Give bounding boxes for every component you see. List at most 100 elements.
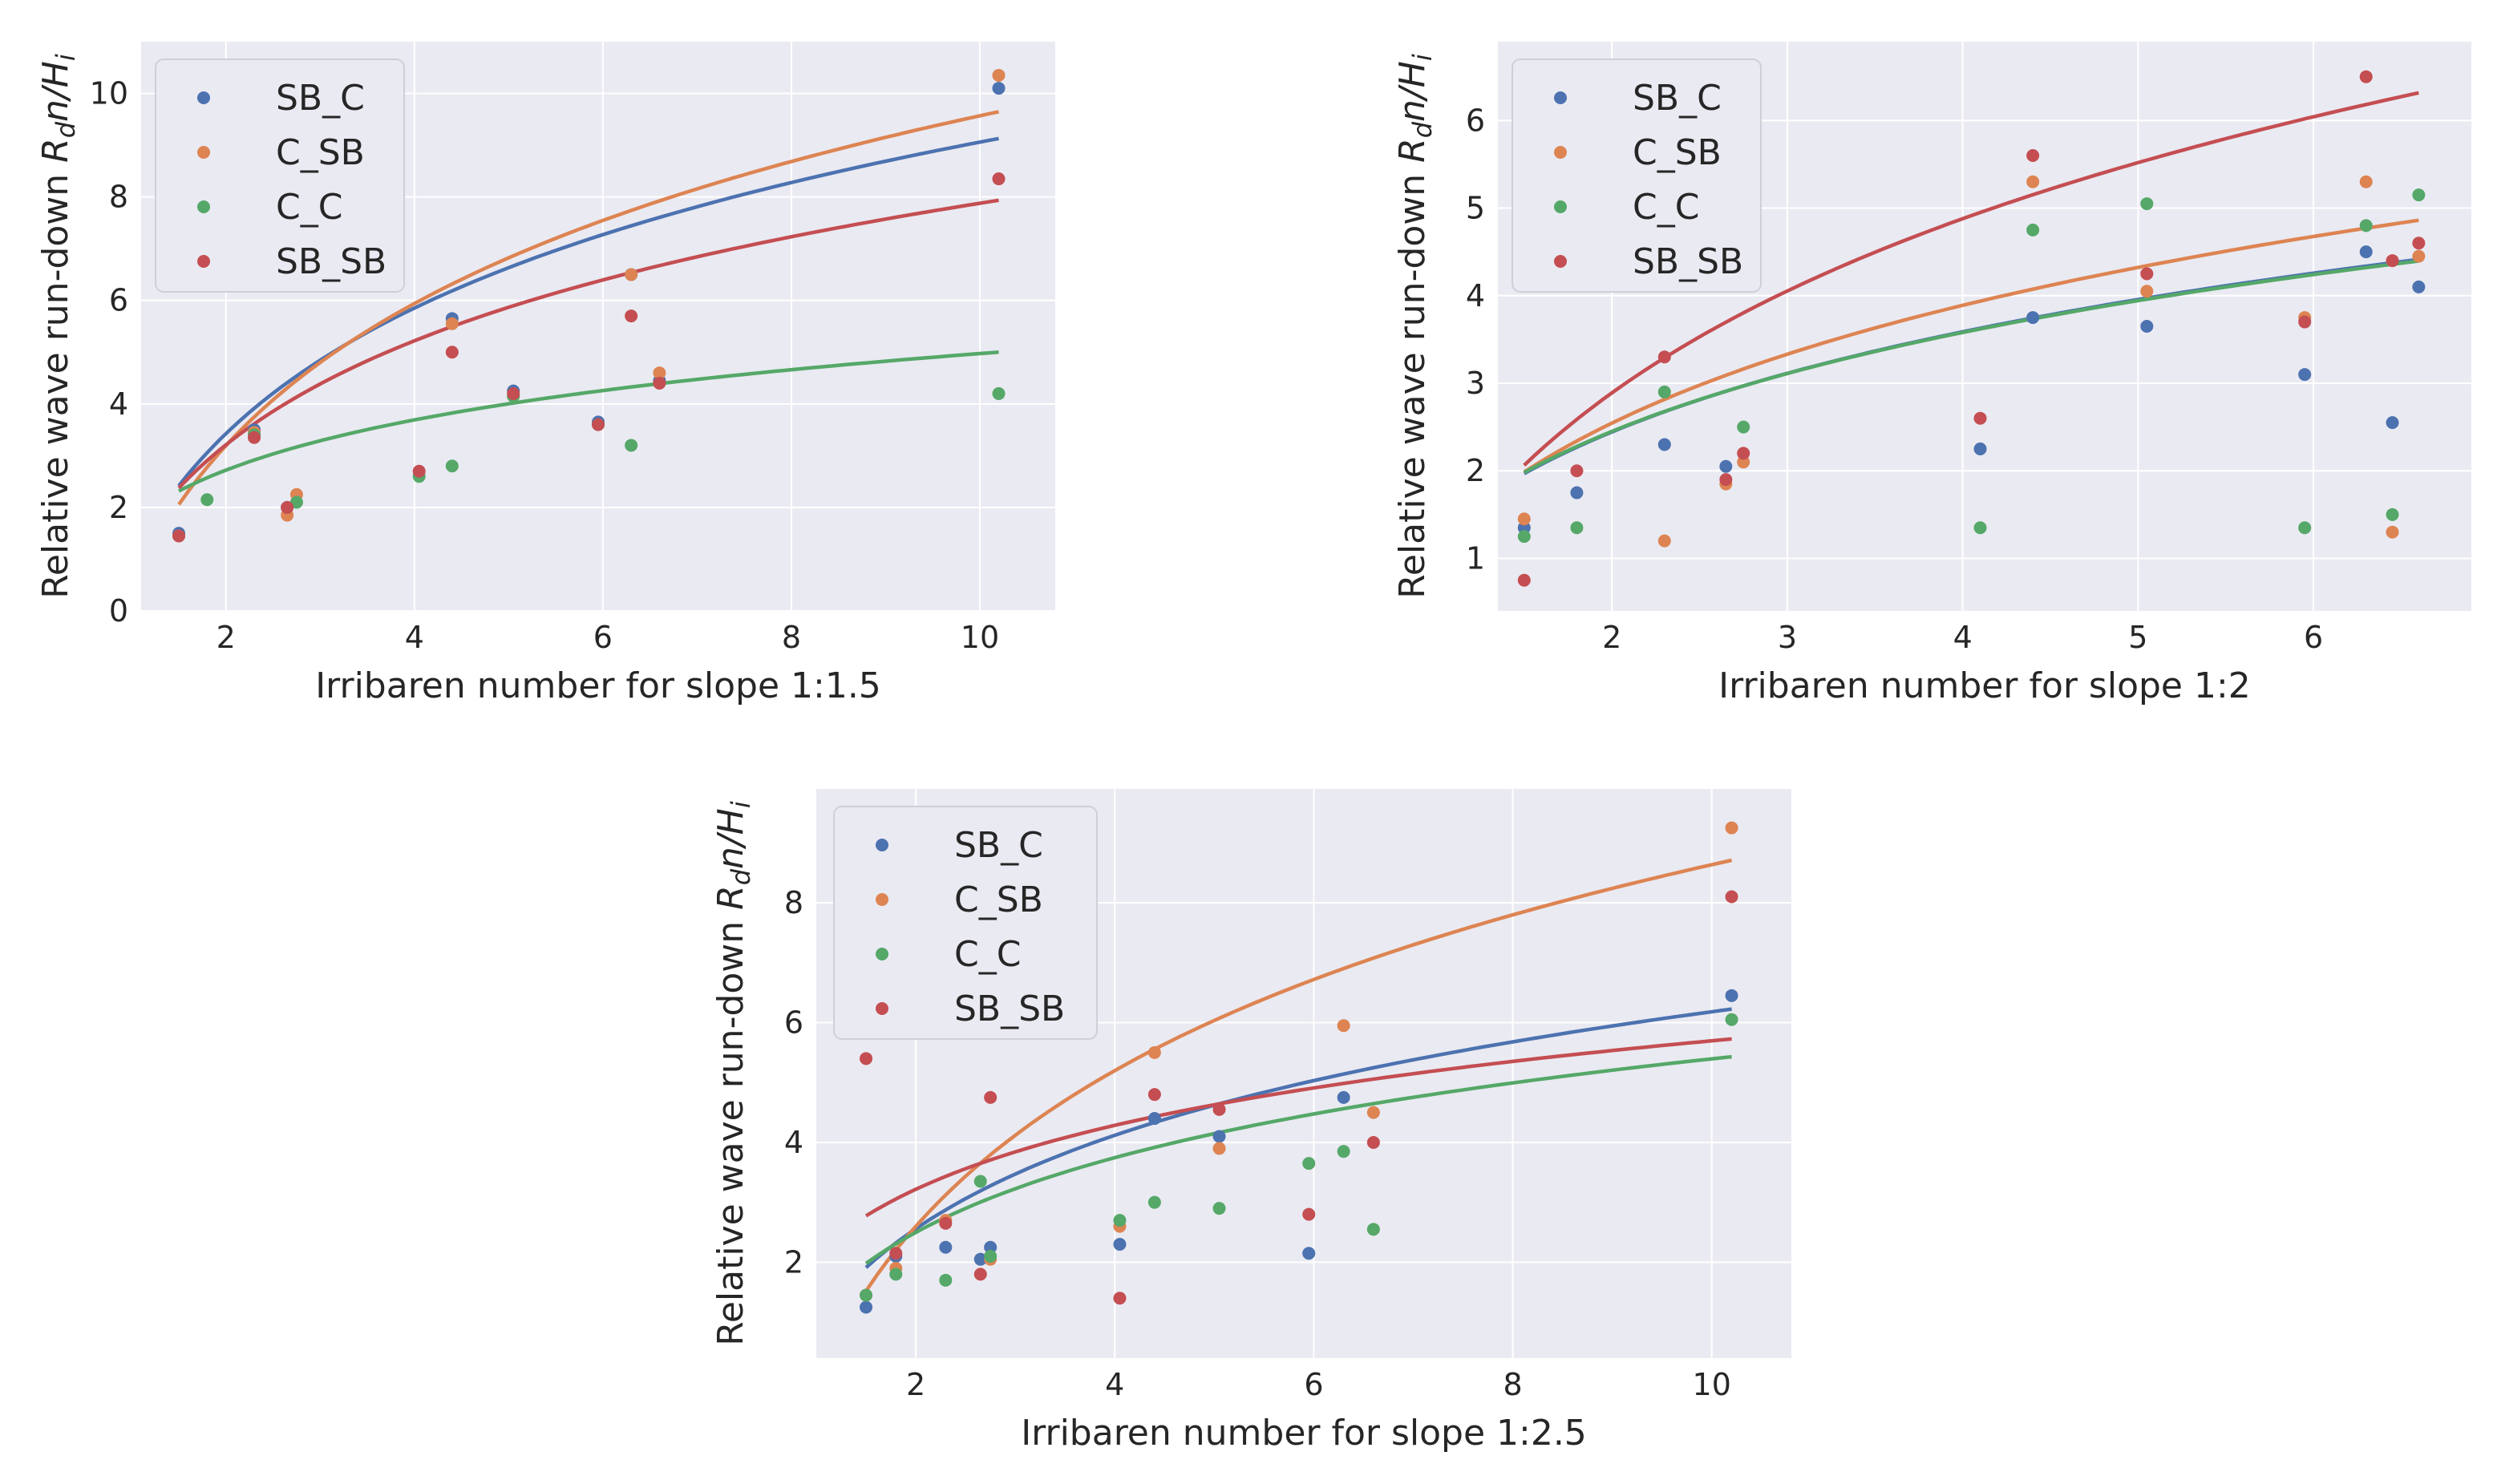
data-point-sb-c [1725, 989, 1738, 1002]
data-point-c-sb [1337, 1019, 1350, 1033]
data-point-sb-sb [653, 377, 666, 390]
data-point-c-c [1366, 1223, 1380, 1236]
y-axis-label-part: H [710, 808, 751, 835]
data-point-sb-c [2386, 416, 2399, 430]
y-axis-label-part: H [1392, 61, 1433, 87]
y-axis-label-part: n [35, 99, 76, 122]
legend-marker [197, 91, 210, 104]
data-point-c-sb [445, 317, 459, 330]
data-point-sb-c [1570, 486, 1584, 499]
data-point-sb-c [1973, 442, 1987, 455]
data-point-c-c [1517, 530, 1531, 544]
legend-marker [1554, 200, 1567, 213]
data-point-sb-c [1302, 1247, 1316, 1260]
y-axis-label-part: i [51, 54, 81, 61]
data-point-sb-sb [625, 309, 638, 323]
fit-curve-sb-sb [1523, 91, 2419, 467]
data-point-c-sb [1517, 512, 1531, 526]
data-point-c-sb [2026, 175, 2040, 188]
panel-3: 2 4 6 8 10 2 4 6 8 Irribaren number for slope 1:2… [710, 789, 1791, 1454]
x-tick-label: 5 [2128, 620, 2147, 655]
y-tick-label: 0 [109, 593, 128, 629]
data-point-c-c [939, 1273, 953, 1287]
legend-label: C_C [1633, 187, 1699, 228]
data-point-c-c [2026, 223, 2040, 237]
y-tick-label: 3 [1466, 366, 1485, 401]
data-point-sb-sb [1113, 1292, 1127, 1305]
data-point-c-c [2140, 197, 2154, 211]
legend-label: SB_SB [276, 241, 386, 282]
data-point-sb-c [2298, 368, 2312, 382]
data-point-c-c [2386, 507, 2399, 521]
data-point-c-c [1737, 420, 1750, 434]
data-point-sb-sb [1302, 1207, 1316, 1221]
data-point-c-sb [653, 366, 666, 380]
data-point-c-c [984, 1249, 998, 1263]
data-point-sb-c [1212, 1130, 1226, 1143]
data-point-sb-c [984, 1240, 998, 1254]
data-point-c-c [625, 439, 638, 452]
y-axis-label-part: H [35, 61, 76, 87]
data-point-c-sb [1366, 1106, 1380, 1119]
legend-box [833, 806, 1098, 1040]
legend-label: SB_C [954, 825, 1043, 866]
data-point-sb-sb [2298, 315, 2312, 329]
x-tick-label: 4 [1105, 1367, 1124, 1402]
data-point-sb-sb [507, 386, 520, 400]
y-axis-label: Relative wave run-down Rdn/Hi [1392, 54, 1438, 599]
data-point-sb-sb [1719, 473, 1733, 487]
data-point-sb-sb [860, 1052, 873, 1065]
x-tick-label: 2 [1602, 620, 1621, 655]
data-point-c-c [2359, 219, 2373, 233]
y-axis-label-part: R [35, 138, 76, 163]
y-axis-label-part: Relative wave run-down [710, 921, 751, 1346]
legend-label: SB_SB [1633, 241, 1743, 282]
y-axis-label-part: d [726, 868, 756, 885]
data-point-c-c [992, 386, 1006, 400]
y-axis-label-part: Relative wave run-down [1392, 174, 1433, 599]
data-point-c-c [1657, 385, 1671, 398]
data-point-c-c [889, 1268, 903, 1281]
data-point-sb-sb [445, 346, 459, 359]
y-tick-label: 2 [109, 490, 128, 525]
legend-marker [876, 948, 888, 960]
data-point-c-c [445, 459, 459, 473]
data-point-sb-c [1147, 1112, 1161, 1126]
legend-label: C_SB [276, 132, 365, 173]
data-point-sb-sb [281, 500, 294, 514]
data-point-sb-sb [1725, 890, 1738, 904]
fit-curve-c-sb [177, 110, 999, 506]
y-axis-label-part: / [1392, 84, 1433, 103]
y-tick-label: 2 [1466, 453, 1485, 488]
x-tick-label: 3 [1778, 620, 1797, 655]
x-tick-label: 6 [2304, 620, 2323, 655]
y-tick-label: 6 [784, 1005, 803, 1040]
panel-2: 2 3 4 5 6 1 2 3 4 5 6 Irribaren number for slope 1:… [1392, 42, 2471, 706]
y-tick-label: 6 [109, 283, 128, 318]
data-point-sb-c [1657, 438, 1671, 451]
x-tick-label: 10 [961, 620, 999, 655]
legend-marker [197, 255, 210, 268]
data-point-sb-sb [2026, 149, 2040, 162]
data-point-sb-c [2140, 320, 2154, 333]
legend-label: C_SB [1633, 132, 1722, 173]
data-point-c-c [289, 495, 303, 509]
data-point-sb-sb [1147, 1088, 1161, 1102]
data-point-c-sb [2412, 249, 2426, 263]
legend-marker [876, 893, 888, 906]
data-point-sb-sb [973, 1268, 987, 1281]
y-tick-label: 6 [1466, 103, 1485, 138]
y-tick-label: 4 [784, 1125, 803, 1160]
data-point-c-c [1302, 1157, 1316, 1171]
panel-1: 2 4 6 8 10 0 2 4 6 8 10 Irribaren number for slope … [35, 42, 1055, 706]
legend: SB_C C_SB C_C SB_SB [1512, 59, 1762, 293]
legend-marker [1554, 255, 1567, 268]
data-point-c-c [1212, 1202, 1226, 1215]
data-point-c-c [860, 1288, 873, 1302]
legend-label: C_SB [954, 879, 1043, 920]
x-axis-label: Irribaren number for slope 1:2 [1718, 665, 2251, 706]
data-point-sb-sb [2412, 237, 2426, 250]
legend-box [155, 59, 405, 293]
x-tick-label: 10 [1693, 1367, 1731, 1402]
